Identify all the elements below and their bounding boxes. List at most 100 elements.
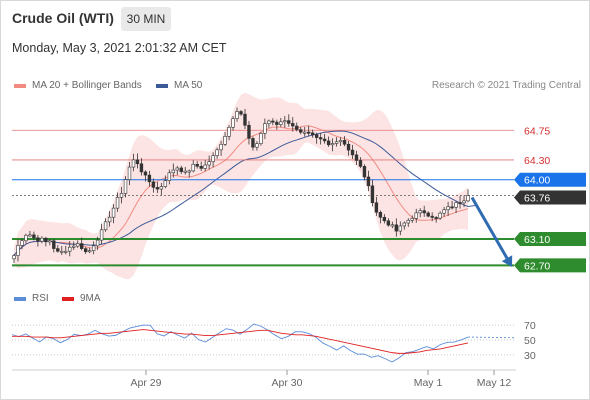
forecast-arrow-shaft xyxy=(470,196,512,265)
legend-rsi-label: RSI xyxy=(32,293,49,304)
candle-body xyxy=(267,120,271,124)
candle-body xyxy=(251,138,255,148)
candle-body xyxy=(398,225,403,232)
rsi-tick-label: 70 xyxy=(524,320,536,332)
candle-body xyxy=(410,218,414,221)
candle-body xyxy=(255,143,259,148)
candle-body xyxy=(374,202,379,213)
candle-body xyxy=(259,132,263,144)
candle-body xyxy=(56,248,60,252)
rsi-tick-label: 50 xyxy=(524,335,536,347)
legend-ma20-label: MA 20 + Bollinger Bands xyxy=(32,80,142,91)
candle-body xyxy=(346,143,351,151)
candle-body xyxy=(358,160,363,167)
candle-body xyxy=(36,237,40,242)
x-tick-label: May 12 xyxy=(477,377,512,389)
legend-ma50: MA 50 xyxy=(156,80,202,91)
rsi-9ma-line xyxy=(12,329,469,354)
candle-body xyxy=(139,163,144,173)
candle-body xyxy=(163,180,168,187)
candle-body xyxy=(147,174,152,183)
candle-body xyxy=(466,195,470,202)
candle-body xyxy=(76,243,80,247)
candle-body xyxy=(127,166,132,180)
candle-body xyxy=(295,125,299,130)
candle-body xyxy=(334,141,339,144)
candle-body xyxy=(32,234,36,239)
candle-body xyxy=(203,164,207,169)
candle-body xyxy=(191,163,195,172)
rsi-projection xyxy=(467,336,517,339)
candle-body xyxy=(382,217,387,222)
candle-body xyxy=(171,169,175,174)
candle-body xyxy=(52,240,56,249)
candle-body xyxy=(442,209,446,214)
candle-body xyxy=(438,212,442,219)
research-credit: Research © 2021 Trading Central xyxy=(431,80,581,91)
candle-body xyxy=(155,187,160,190)
candle-body xyxy=(95,239,100,247)
candle-body xyxy=(239,111,243,115)
candle-body xyxy=(378,211,383,218)
candle-body xyxy=(386,220,391,226)
candle-body xyxy=(314,134,319,138)
level-tag-support-2 xyxy=(514,258,586,273)
candle-body xyxy=(159,186,164,190)
candle-body xyxy=(322,138,327,142)
candle-body xyxy=(307,131,311,134)
candle-body xyxy=(167,172,172,181)
candle-body xyxy=(283,120,287,123)
candle-body xyxy=(151,181,156,188)
candle-body xyxy=(40,237,44,242)
legend-rsi-swatch xyxy=(14,296,26,301)
candle-body xyxy=(28,234,32,237)
candle-body xyxy=(426,212,430,217)
candle-body xyxy=(287,120,291,124)
x-tick-label: Apr 29 xyxy=(131,377,162,389)
candle-body xyxy=(454,202,458,208)
level-label-support-1: 63.10 xyxy=(524,234,550,246)
candle-body xyxy=(271,120,275,123)
chart-datetime: Monday, May 3, 2021 2:01:32 AM CET xyxy=(12,41,227,55)
level-tag-pivot xyxy=(514,172,586,187)
candle-body xyxy=(390,224,395,227)
level-label-current-price: 63.76 xyxy=(524,193,550,205)
candle-body xyxy=(299,129,303,133)
level-label-pivot: 64.00 xyxy=(524,175,550,187)
legend-ma20-swatch xyxy=(14,83,26,88)
candle-body xyxy=(422,210,426,214)
candle-body xyxy=(414,212,418,219)
candle-body xyxy=(143,171,148,176)
legend-ma20-bollinger: MA 20 + Bollinger Bands xyxy=(14,80,142,91)
candle-body xyxy=(119,193,124,198)
candle-body xyxy=(231,118,235,128)
candle-body xyxy=(263,123,267,134)
candle-body xyxy=(362,166,367,178)
candle-body xyxy=(91,245,96,251)
candle-body xyxy=(199,166,203,169)
candle-body xyxy=(60,250,64,253)
level-label-resistance-1: 64.30 xyxy=(524,155,550,167)
candle-body xyxy=(342,140,347,145)
legend-9ma-swatch xyxy=(62,296,74,301)
candle-body xyxy=(462,200,466,204)
candle-body xyxy=(183,170,187,173)
candle-body xyxy=(72,245,76,248)
candle-body xyxy=(12,255,16,260)
candle-body xyxy=(99,229,104,241)
candle-body xyxy=(64,250,68,253)
candle-body xyxy=(247,124,251,139)
candle-body xyxy=(366,176,371,187)
candle-body xyxy=(207,161,211,166)
candle-body xyxy=(87,250,92,253)
candle-body xyxy=(446,206,450,211)
candle-body xyxy=(123,179,128,194)
candle-body xyxy=(235,111,239,119)
legend-ma50-swatch xyxy=(156,83,168,88)
timeframe-badge[interactable]: 30 MIN xyxy=(121,7,171,31)
candle-body xyxy=(24,234,28,242)
level-label-support-2: 62.70 xyxy=(524,260,550,272)
candle-body xyxy=(310,132,315,136)
candle-body xyxy=(370,185,375,204)
